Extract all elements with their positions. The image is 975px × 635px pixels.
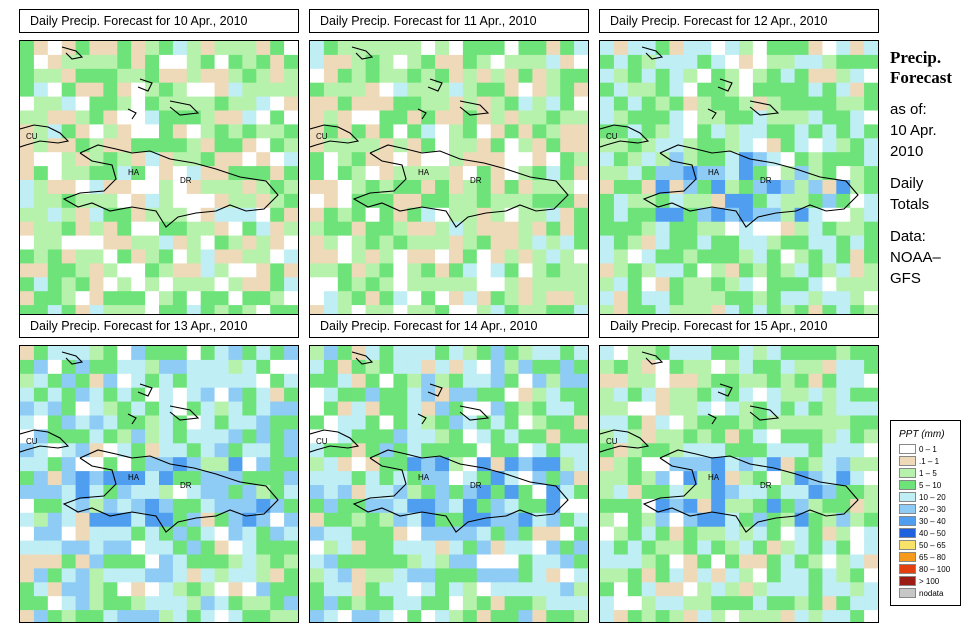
- sidebar-title-line2: Forecast: [890, 68, 952, 87]
- legend-item: 50 – 65: [899, 539, 960, 551]
- legend-item: .1 – 1: [899, 455, 960, 467]
- legend-label: 0 – 1: [919, 444, 937, 454]
- legend-swatch: [899, 480, 916, 490]
- country-label-dr: DR: [470, 176, 482, 185]
- precip-map: CU HA DR: [309, 345, 589, 623]
- country-label-dr: DR: [760, 176, 772, 185]
- legend-label: 1 – 5: [919, 468, 937, 478]
- precip-legend: PPT (mm) 0 – 1 .1 – 1 1 – 5 5 – 10 10 – 20 20…: [890, 420, 961, 606]
- panel-title: Daily Precip. Forecast for 10 Apr., 2010: [19, 9, 299, 33]
- legend-swatch: [899, 564, 916, 574]
- totals-line1: Daily: [890, 175, 924, 192]
- country-label-cuba: CU: [606, 437, 618, 446]
- forecast-panel-4: Daily Precip. Forecast for 13 Apr., 2010…: [19, 314, 299, 623]
- data-source-line2: NOAA–: [890, 249, 941, 266]
- legend-label: > 100: [919, 576, 940, 586]
- data-source-line3: GFS: [890, 270, 921, 287]
- legend-label: .1 – 1: [919, 456, 940, 466]
- precip-map: CU HA DR: [309, 40, 589, 318]
- legend-label: 5 – 10: [919, 480, 942, 490]
- panel-title: Daily Precip. Forecast for 15 Apr., 2010: [599, 314, 879, 338]
- country-label-dr: DR: [470, 481, 482, 490]
- legend-swatch: [899, 444, 916, 454]
- country-label-cuba: CU: [606, 132, 618, 141]
- legend-label: nodata: [919, 588, 944, 598]
- legend-label: 40 – 50: [919, 528, 946, 538]
- country-label-haiti: HA: [708, 473, 720, 482]
- precip-grid-map: CU HA DR: [20, 346, 298, 622]
- totals-line2: Totals: [890, 196, 930, 213]
- panel-title: Daily Precip. Forecast for 11 Apr., 2010: [309, 9, 589, 33]
- legend-swatch: [899, 576, 916, 586]
- legend-label: 30 – 40: [919, 516, 946, 526]
- country-label-cuba: CU: [26, 132, 38, 141]
- precip-grid-map: CU HA DR: [310, 346, 588, 622]
- country-label-haiti: HA: [128, 473, 140, 482]
- legend-item: 10 – 20: [899, 491, 960, 503]
- precip-map: CU HA DR: [19, 40, 299, 318]
- legend-item: 5 – 10: [899, 479, 960, 491]
- legend-item: 30 – 40: [899, 515, 960, 527]
- precip-grid-map: CU HA DR: [310, 41, 588, 317]
- panel-title: Daily Precip. Forecast for 12 Apr., 2010: [599, 9, 879, 33]
- country-label-cuba: CU: [26, 437, 38, 446]
- country-label-haiti: HA: [708, 168, 720, 177]
- legend-label: 10 – 20: [919, 492, 946, 502]
- precip-map: CU HA DR: [599, 40, 879, 318]
- legend-swatch: [899, 528, 916, 538]
- legend-item: 20 – 30: [899, 503, 960, 515]
- legend-item: 1 – 5: [899, 467, 960, 479]
- data-source-label: Data:: [890, 228, 926, 245]
- forecast-panel-6: Daily Precip. Forecast for 15 Apr., 2010…: [599, 314, 879, 623]
- country-label-dr: DR: [180, 481, 192, 490]
- precip-grid-map: CU HA DR: [20, 41, 298, 317]
- country-label-dr: DR: [760, 481, 772, 490]
- legend-label: 20 – 30: [919, 504, 946, 514]
- legend-item: 40 – 50: [899, 527, 960, 539]
- panel-title: Daily Precip. Forecast for 14 Apr., 2010: [309, 314, 589, 338]
- legend-item: 80 – 100: [899, 563, 960, 575]
- forecast-panel-3: Daily Precip. Forecast for 12 Apr., 2010…: [599, 9, 879, 318]
- info-sidebar: Precip. Forecast as of: 10 Apr. 2010 Dai…: [890, 48, 972, 289]
- asof-year: 2010: [890, 143, 924, 160]
- legend-swatch: [899, 492, 916, 502]
- legend-swatch: [899, 552, 916, 562]
- country-label-cuba: CU: [316, 132, 328, 141]
- precip-map: CU HA DR: [599, 345, 879, 623]
- country-label-dr: DR: [180, 176, 192, 185]
- panel-title: Daily Precip. Forecast for 13 Apr., 2010: [19, 314, 299, 338]
- asof-label: as of:: [890, 101, 927, 118]
- legend-label: 65 – 80: [919, 552, 946, 562]
- precip-grid-map: CU HA DR: [600, 346, 878, 622]
- legend-item: nodata: [899, 587, 960, 599]
- legend-swatch: [899, 504, 916, 514]
- country-label-haiti: HA: [418, 473, 430, 482]
- sidebar-title-line1: Precip.: [890, 48, 942, 67]
- legend-title: PPT (mm): [899, 429, 945, 440]
- country-label-haiti: HA: [128, 168, 140, 177]
- country-label-haiti: HA: [418, 168, 430, 177]
- legend-swatch: [899, 456, 916, 466]
- legend-swatch: [899, 540, 916, 550]
- forecast-panel-2: Daily Precip. Forecast for 11 Apr., 2010…: [309, 9, 589, 318]
- legend-label: 80 – 100: [919, 564, 951, 574]
- asof-date: 10 Apr.: [890, 122, 937, 139]
- legend-item: 65 – 80: [899, 551, 960, 563]
- forecast-panel-5: Daily Precip. Forecast for 14 Apr., 2010…: [309, 314, 589, 623]
- legend-swatch: [899, 588, 916, 598]
- precip-grid-map: CU HA DR: [600, 41, 878, 317]
- legend-item: 0 – 1: [899, 443, 960, 455]
- precip-map: CU HA DR: [19, 345, 299, 623]
- legend-swatch: [899, 468, 916, 478]
- legend-item: > 100: [899, 575, 960, 587]
- country-label-cuba: CU: [316, 437, 328, 446]
- legend-label: 50 – 65: [919, 540, 946, 550]
- legend-swatch: [899, 516, 916, 526]
- forecast-panel-1: Daily Precip. Forecast for 10 Apr., 2010…: [19, 9, 299, 318]
